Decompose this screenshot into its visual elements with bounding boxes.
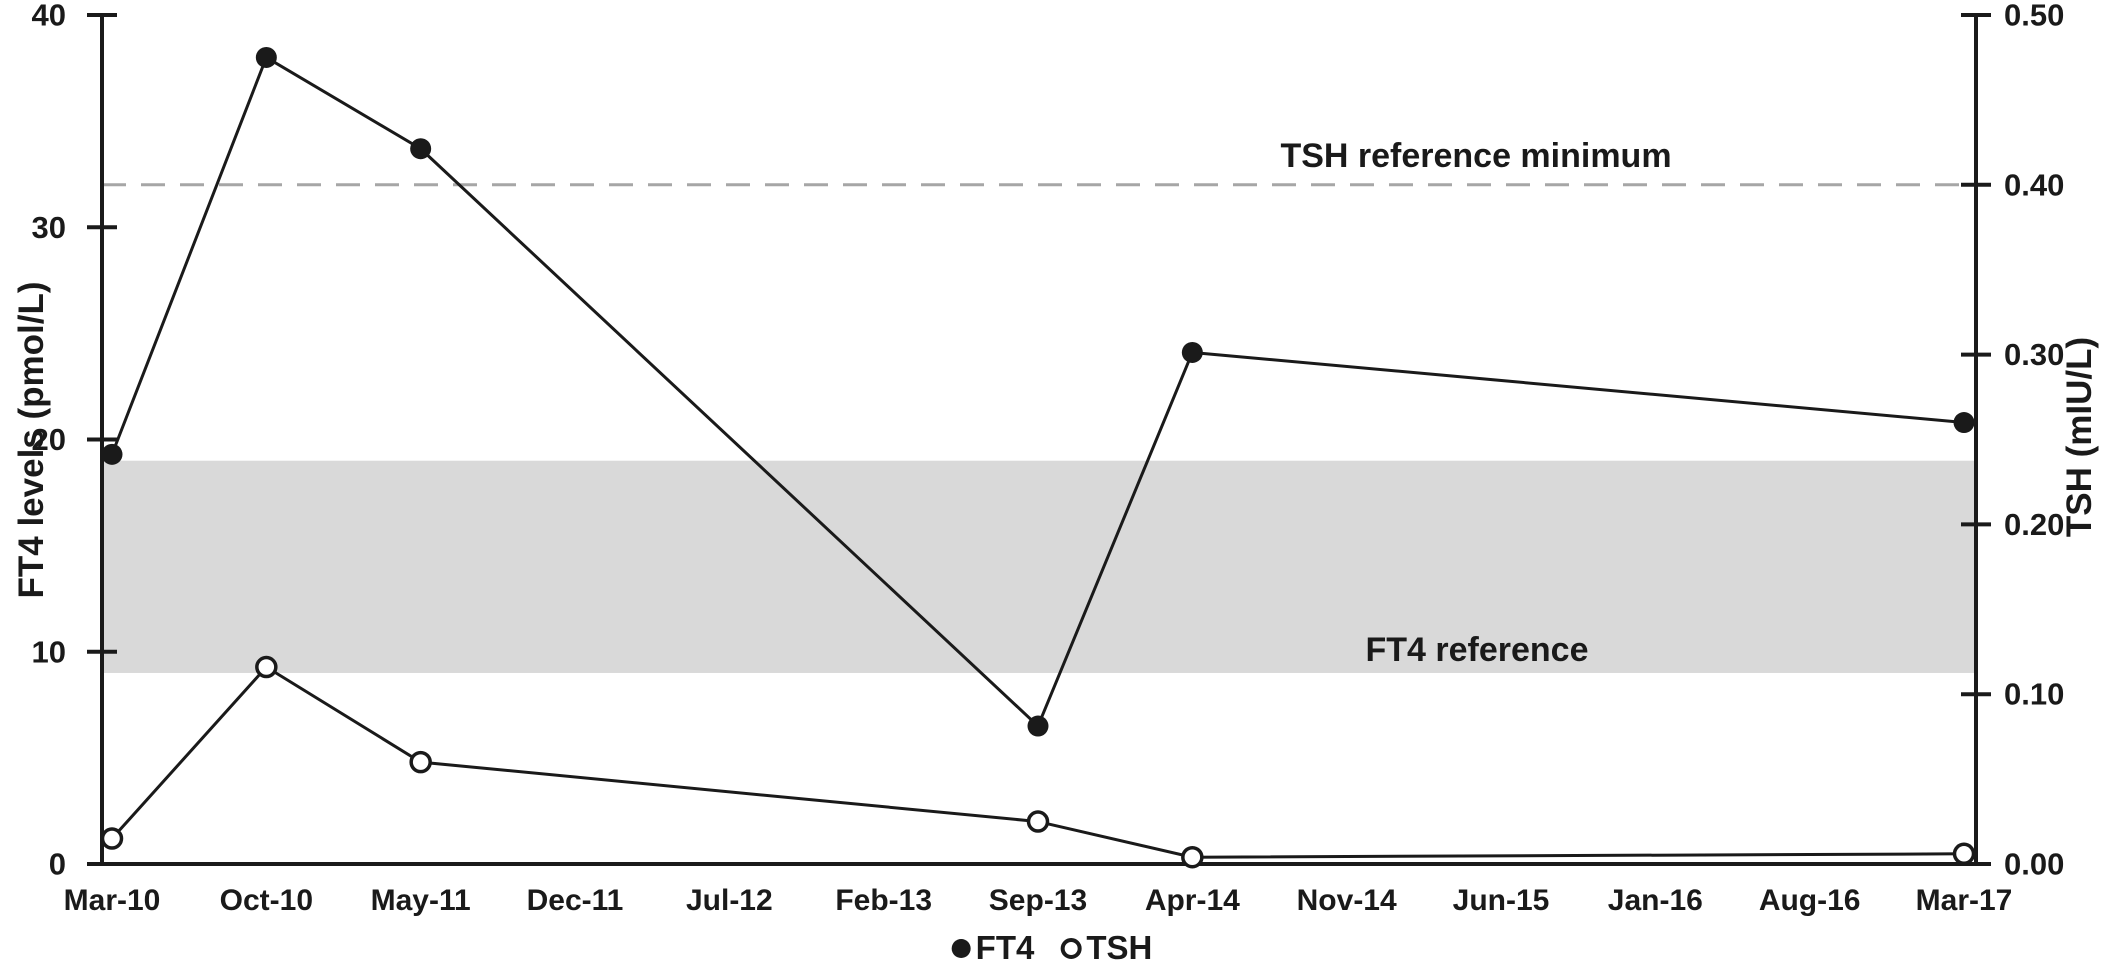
- ft4-point-mar-17: [1953, 412, 1975, 434]
- legend-item-ft4: FT4: [951, 929, 1035, 967]
- ft4-filled-circle-icon: [951, 938, 971, 958]
- tsh-reference-minimum-label: TSH reference minimum: [1280, 137, 1672, 175]
- y-right-tick-label: 0.10: [2004, 677, 2064, 712]
- legend-ft4-label: FT4: [975, 929, 1035, 966]
- legend-item-tsh: TSH: [1060, 929, 1152, 967]
- legend-tsh-label: TSH: [1086, 929, 1153, 966]
- x-tick-label: Oct-10: [220, 884, 313, 917]
- x-tick-label: Apr-14: [1145, 884, 1240, 917]
- y-axis-left-title: FT4 levels (pmol/L): [12, 281, 51, 599]
- x-tick-label: Sep-13: [989, 884, 1087, 917]
- x-tick-label: Jul-12: [686, 884, 773, 917]
- x-tick-label: Mar-17: [1916, 884, 2013, 917]
- ft4-point-oct-10: [255, 46, 277, 68]
- y-left-tick-label: 0: [49, 847, 66, 882]
- ft4-reference-band: [102, 460, 1976, 673]
- tsh-point-apr-14: [1181, 845, 1204, 869]
- y-right-tick-label: 0.50: [2004, 0, 2064, 33]
- ft4-point-mar-10: [101, 443, 123, 465]
- y-left-tick-label: 40: [32, 0, 66, 33]
- tsh-point-may-11: [409, 750, 432, 774]
- x-tick-label: Feb-13: [835, 884, 932, 917]
- x-tick-label: Jun-15: [1453, 884, 1550, 917]
- y-right-tick-label: 0.00: [2004, 847, 2064, 882]
- tsh-point-mar-10: [100, 827, 124, 850]
- y-left-tick-label: 30: [32, 210, 66, 245]
- x-tick-label: Mar-10: [64, 884, 161, 917]
- y-right-tick-label: 0.40: [2004, 167, 2064, 202]
- y-left-tick-label: 10: [32, 634, 66, 669]
- tsh-point-mar-17: [1952, 842, 1976, 866]
- y-right-tick-label: 0.30: [2004, 337, 2064, 372]
- tsh-line: [110, 665, 1965, 859]
- y-left-tick-label: 20: [32, 422, 66, 457]
- ft4-point-sep-13: [1027, 715, 1049, 737]
- y-axis-right-title: TSH (mIU/L): [2060, 336, 2099, 538]
- y-right-tick-label: 0.20: [2004, 507, 2064, 542]
- tsh-open-circle-icon: [1060, 937, 1082, 959]
- ft4-line: [110, 55, 1965, 729]
- x-tick-label: Dec-11: [527, 884, 624, 917]
- ft4-point-apr-14: [1181, 341, 1203, 363]
- ft4-point-may-11: [410, 138, 432, 160]
- x-tick-label: Nov-14: [1297, 884, 1397, 917]
- tsh-point-sep-13: [1026, 810, 1050, 833]
- tsh-point-oct-10: [255, 655, 278, 679]
- ft4-reference-label: FT4 reference: [1365, 631, 1589, 669]
- x-tick-label: May-11: [371, 884, 471, 917]
- x-tick-label: Jan-16: [1608, 884, 1703, 917]
- x-tick-label: Aug-16: [1759, 884, 1861, 917]
- legend: FT4 TSH: [951, 929, 1152, 967]
